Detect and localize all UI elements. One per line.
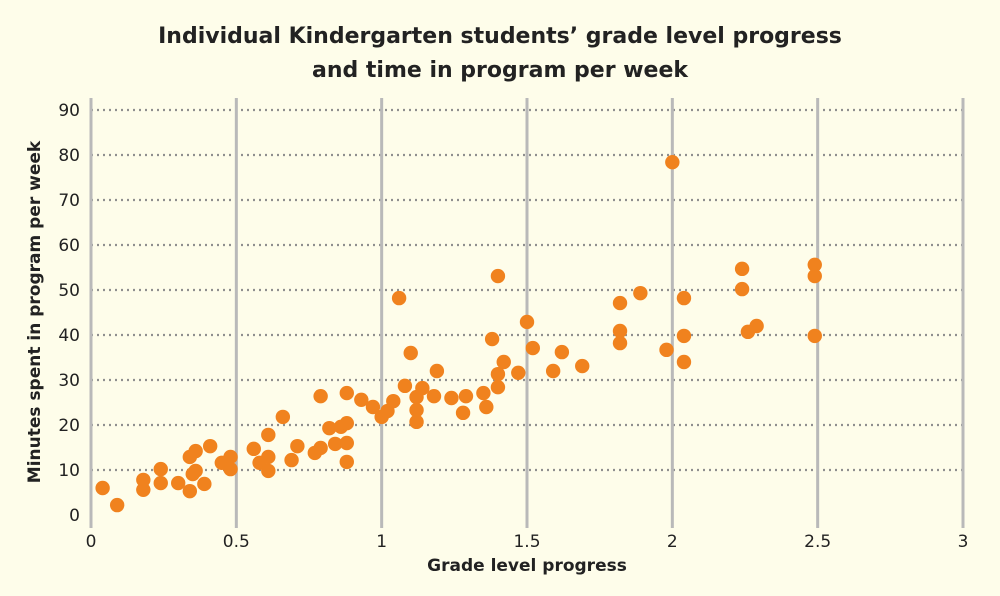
- data-point: [734, 261, 750, 277]
- data-point: [182, 483, 198, 499]
- data-point: [171, 475, 186, 491]
- data-point: [575, 358, 590, 374]
- x-tick-label: 1: [376, 532, 387, 552]
- data-point: [223, 449, 238, 465]
- data-point: [415, 380, 430, 396]
- data-point: [426, 389, 442, 404]
- data-point: [429, 363, 445, 379]
- data-point: [313, 389, 328, 404]
- data-point: [612, 323, 628, 339]
- y-tick-label: 20: [58, 416, 80, 436]
- x-tick-label: 2.5: [804, 532, 831, 552]
- data-point: [807, 257, 822, 272]
- data-point: [455, 405, 471, 421]
- x-tick-label: 1.5: [513, 532, 540, 552]
- data-point: [525, 340, 541, 356]
- y-tick-label: 60: [58, 236, 80, 256]
- data-point: [339, 385, 354, 401]
- data-point: [458, 389, 474, 404]
- data-point: [136, 482, 151, 497]
- data-point: [612, 295, 628, 311]
- data-point: [339, 454, 354, 470]
- data-point: [322, 420, 337, 436]
- data-point: [807, 328, 822, 344]
- y-tick-label: 90: [58, 101, 80, 121]
- data-point: [339, 435, 354, 451]
- x-tick-label: 2: [667, 532, 678, 552]
- data-point: [476, 385, 491, 401]
- y-tick-label: 0: [69, 506, 80, 526]
- y-tick-label: 70: [58, 191, 80, 211]
- data-point: [633, 285, 648, 301]
- data-point: [807, 268, 822, 284]
- data-point: [339, 416, 354, 431]
- data-point: [153, 475, 168, 491]
- data-point: [284, 452, 299, 468]
- data-point: [665, 155, 680, 170]
- data-point: [223, 461, 238, 477]
- x-tick-label: 0.5: [223, 532, 250, 552]
- data-point: [386, 393, 401, 409]
- data-point: [261, 427, 276, 443]
- data-point: [197, 476, 212, 492]
- data-point: [153, 461, 168, 477]
- data-point: [444, 390, 459, 406]
- data-point: [490, 268, 506, 284]
- data-point: [659, 342, 674, 358]
- data-point: [519, 314, 535, 330]
- data-point: [612, 335, 628, 351]
- data-point: [484, 331, 500, 347]
- data-point: [676, 290, 692, 306]
- data-point: [403, 345, 418, 361]
- data-point: [354, 392, 369, 407]
- data-point: [185, 466, 200, 482]
- y-tick-label: 50: [58, 281, 80, 301]
- data-point: [409, 414, 424, 430]
- y-tick-label: 80: [58, 146, 80, 166]
- data-point: [545, 363, 561, 379]
- data-point: [109, 497, 125, 513]
- x-tick-label: 0: [86, 532, 97, 552]
- data-point: [136, 472, 151, 488]
- data-point: [327, 436, 343, 452]
- y-axis-label: Minutes spent in program per week: [25, 140, 45, 483]
- data-point: [490, 366, 506, 382]
- data-point: [391, 290, 407, 306]
- y-tick-label: 30: [58, 371, 80, 391]
- data-point: [397, 378, 413, 394]
- data-point: [676, 354, 692, 370]
- data-point: [749, 318, 764, 334]
- data-point: [261, 463, 276, 479]
- data-point: [676, 328, 692, 344]
- chart-title-line-1: Individual Kindergarten students’ grade …: [158, 24, 842, 49]
- data-point: [554, 344, 570, 360]
- data-point: [202, 438, 218, 454]
- y-tick-label: 40: [58, 326, 80, 346]
- data-point: [496, 354, 511, 370]
- data-point: [511, 365, 526, 380]
- chart-title-line-2: and time in program per week: [311, 58, 689, 83]
- data-point: [313, 440, 328, 456]
- data-point: [490, 380, 506, 395]
- data-point: [188, 443, 203, 459]
- data-point: [734, 281, 750, 297]
- data-point: [409, 402, 424, 418]
- data-point: [479, 399, 494, 415]
- x-axis-label: Grade level progress: [427, 556, 627, 576]
- data-point: [290, 438, 305, 454]
- data-point: [365, 399, 381, 415]
- data-point: [246, 441, 261, 457]
- x-tick-label: 3: [958, 532, 969, 552]
- y-tick-label: 10: [58, 461, 80, 481]
- data-point: [95, 480, 110, 496]
- data-point: [275, 409, 291, 425]
